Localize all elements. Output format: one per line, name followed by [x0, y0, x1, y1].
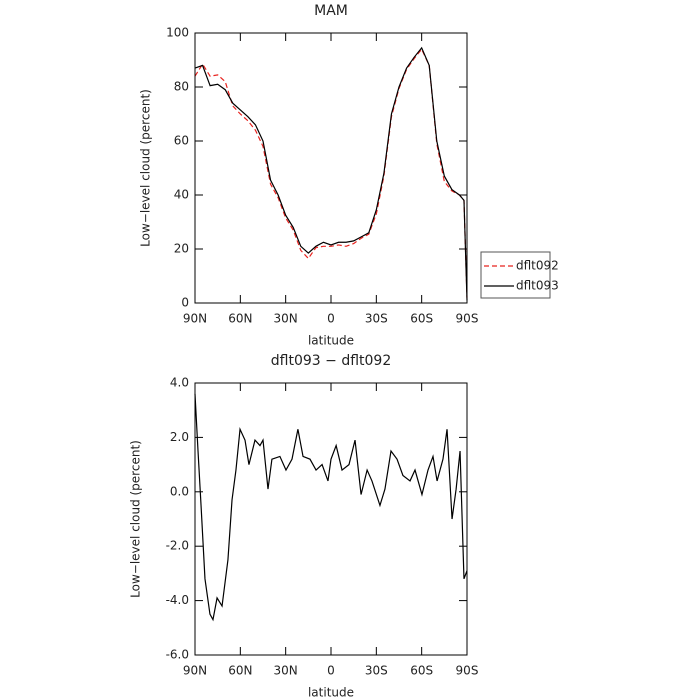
- x-tick-label: 30N: [274, 312, 298, 326]
- x-tick-label: 30S: [365, 312, 388, 326]
- x-axis-label: latitude: [308, 334, 354, 348]
- y-axis-label: Low−level cloud (percent): [139, 89, 153, 247]
- y-tick-label: 0: [181, 296, 189, 310]
- x-tick-label: 90S: [456, 664, 479, 678]
- y-tick-label: 60: [174, 134, 189, 148]
- x-axis-label: latitude: [308, 686, 354, 700]
- data-line: [194, 393, 468, 622]
- x-tick-label: 60S: [410, 664, 433, 678]
- y-tick-label: 0.0: [170, 484, 189, 498]
- x-tick-label: 30N: [274, 664, 298, 678]
- x-tick-label: 90N: [183, 312, 207, 326]
- chart-title: dflt093 − dflt092: [271, 353, 391, 369]
- data-line: [194, 48, 468, 298]
- y-tick-label: 4.0: [170, 376, 189, 390]
- x-tick-label: 30S: [365, 664, 388, 678]
- x-tick-label: 90S: [456, 312, 479, 326]
- y-axis-label: Low−level cloud (percent): [129, 440, 143, 598]
- x-tick-label: 60S: [410, 312, 433, 326]
- legend-box: [480, 251, 551, 299]
- y-tick-label: 2.0: [170, 430, 189, 444]
- x-tick-label: 90N: [183, 664, 207, 678]
- y-tick-label: -4.0: [166, 593, 189, 607]
- x-tick-label: 0: [327, 312, 335, 326]
- y-tick-label: 20: [174, 242, 189, 256]
- chart-title: MAM: [314, 3, 348, 19]
- plot-frame: [194, 382, 468, 656]
- legend-label: dflt092: [516, 259, 559, 273]
- x-tick-label: 0: [327, 664, 335, 678]
- y-tick-label: 80: [174, 80, 189, 94]
- y-tick-label: 40: [174, 188, 189, 202]
- x-tick-label: 60N: [228, 312, 252, 326]
- data-line: [194, 46, 468, 301]
- y-tick-label: -6.0: [166, 648, 189, 662]
- y-tick-label: 100: [166, 26, 189, 40]
- plot-frame: [194, 32, 468, 304]
- y-tick-label: -2.0: [166, 539, 189, 553]
- legend-label: dflt093: [516, 279, 559, 293]
- x-tick-label: 60N: [228, 664, 252, 678]
